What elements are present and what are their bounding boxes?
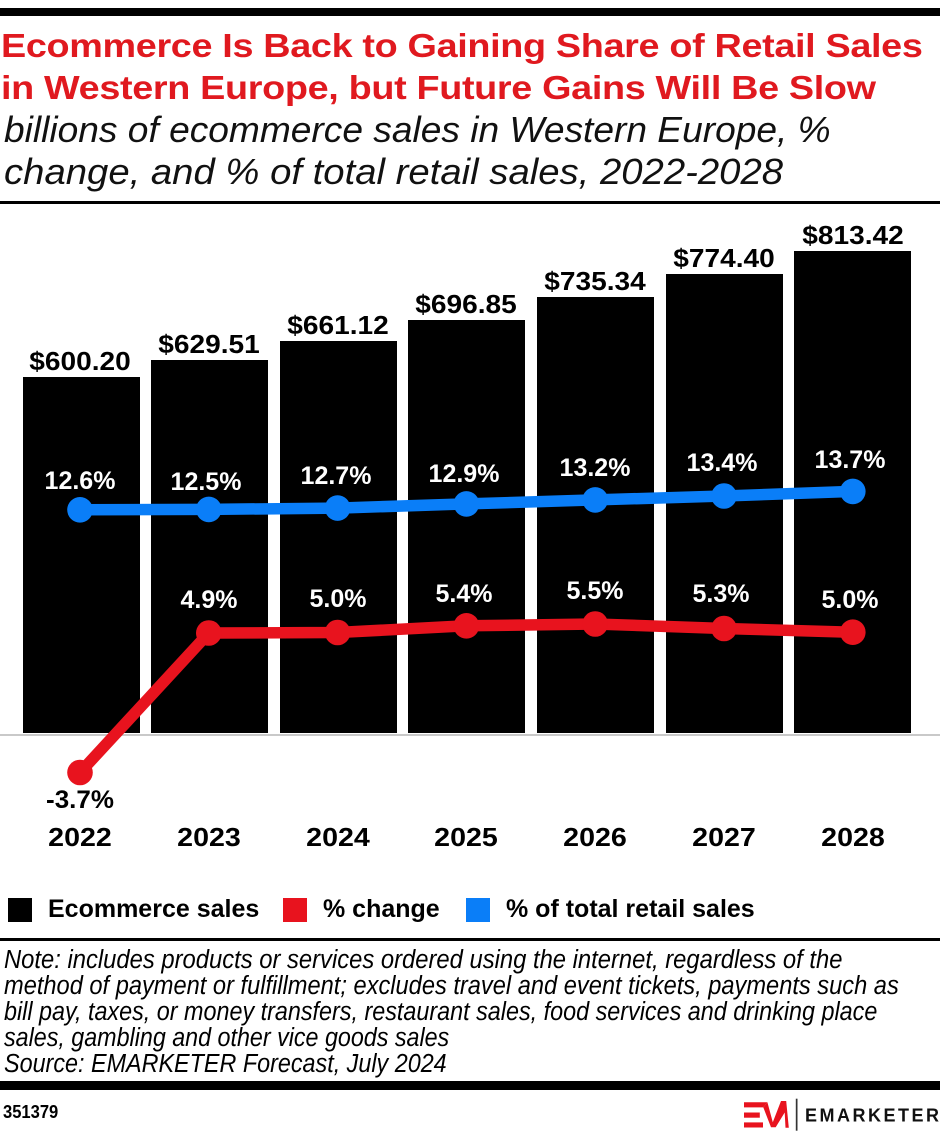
svg-text:EMARKETER: EMARKETER [805,1106,940,1126]
